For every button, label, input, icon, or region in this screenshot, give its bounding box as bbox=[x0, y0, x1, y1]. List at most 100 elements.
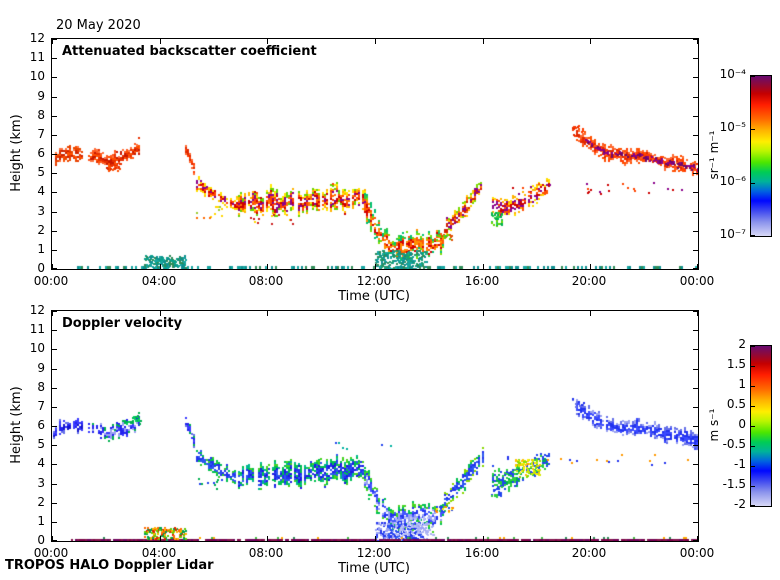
y-axis-tick bbox=[52, 388, 57, 389]
y-axis-tick bbox=[52, 77, 57, 78]
colorbar-tick-label: -1 bbox=[734, 457, 746, 471]
y-axis-tick bbox=[693, 231, 698, 232]
y-tick-label: 4 bbox=[37, 184, 45, 198]
colorbar-tick bbox=[751, 366, 755, 367]
y-axis-tick bbox=[693, 407, 698, 408]
y-axis-tick bbox=[693, 388, 698, 389]
y-axis-tick bbox=[693, 503, 698, 504]
y-tick-label: 10 bbox=[29, 69, 45, 83]
colorbar-tick bbox=[751, 129, 755, 130]
y-tick-label: 12 bbox=[29, 31, 45, 45]
y-axis-tick bbox=[693, 39, 698, 40]
y-axis-tick bbox=[52, 349, 57, 350]
y-axis-tick bbox=[693, 349, 698, 350]
x-tick-label: 20:00 bbox=[571, 546, 607, 560]
x-axis-tick bbox=[375, 39, 376, 44]
x-axis-tick bbox=[590, 264, 591, 269]
y-axis-tick bbox=[693, 464, 698, 465]
y-axis-tick bbox=[52, 503, 57, 504]
y-axis-tick bbox=[52, 311, 57, 312]
backscatter-panel: Attenuated backscatter coefficient bbox=[51, 38, 699, 270]
y-axis-tick bbox=[693, 192, 698, 193]
y-axis-tick bbox=[693, 311, 698, 312]
y-tick-label: 12 bbox=[29, 303, 45, 317]
y-tick-label: 9 bbox=[37, 361, 45, 375]
y-tick-label: 7 bbox=[37, 127, 45, 141]
y-axis-tick bbox=[52, 369, 57, 370]
y-tick-label: 9 bbox=[37, 89, 45, 103]
x-axis-tick bbox=[160, 39, 161, 44]
colorbar-tick bbox=[751, 426, 755, 427]
instrument-footer: TROPOS HALO Doppler Lidar bbox=[5, 558, 214, 573]
x-axis-tick bbox=[160, 311, 161, 316]
y-axis-tick bbox=[693, 445, 698, 446]
x-axis-tick bbox=[267, 311, 268, 316]
y-axis-tick bbox=[693, 268, 698, 269]
x-tick-label: 00:00 bbox=[679, 274, 715, 288]
y-tick-label: 3 bbox=[37, 204, 45, 218]
colorbar-tick-label: 0.5 bbox=[726, 397, 746, 411]
doppler-colorbar bbox=[750, 345, 772, 507]
x-axis-tick bbox=[160, 536, 161, 541]
y-axis-tick bbox=[693, 330, 698, 331]
doppler-x-axis-label: Time (UTC) bbox=[338, 561, 410, 576]
colorbar-tick-label: 2 bbox=[738, 337, 746, 351]
x-tick-label: 00:00 bbox=[33, 274, 69, 288]
x-axis-tick bbox=[52, 39, 53, 44]
y-axis-tick bbox=[52, 135, 57, 136]
y-axis-tick bbox=[693, 484, 698, 485]
colorbar-tick-label: 10⁻⁶ bbox=[719, 173, 746, 188]
colorbar-tick-label: -2 bbox=[734, 497, 746, 511]
y-tick-label: 1 bbox=[37, 514, 45, 528]
x-axis-tick bbox=[483, 311, 484, 316]
y-tick-label: 10 bbox=[29, 341, 45, 355]
y-axis-tick bbox=[52, 484, 57, 485]
x-axis-tick bbox=[375, 264, 376, 269]
y-tick-label: 1 bbox=[37, 242, 45, 256]
y-axis-tick bbox=[52, 212, 57, 213]
y-tick-label: 0 bbox=[37, 533, 45, 547]
y-axis-tick bbox=[693, 522, 698, 523]
y-axis-tick bbox=[52, 116, 57, 117]
x-axis-tick bbox=[697, 311, 698, 316]
colorbar-tick-label: 0 bbox=[738, 417, 746, 431]
y-axis-tick bbox=[52, 192, 57, 193]
x-tick-label: 12:00 bbox=[356, 546, 392, 560]
y-axis-tick bbox=[52, 39, 57, 40]
y-axis-tick bbox=[52, 97, 57, 98]
y-axis-tick bbox=[52, 445, 57, 446]
y-tick-label: 6 bbox=[37, 146, 45, 160]
y-axis-tick bbox=[52, 522, 57, 523]
x-tick-label: 20:00 bbox=[571, 274, 607, 288]
colorbar-tick-label: 10⁻⁴ bbox=[719, 67, 746, 81]
colorbar-tick bbox=[751, 76, 755, 77]
y-axis-tick bbox=[693, 212, 698, 213]
y-tick-label: 5 bbox=[37, 437, 45, 451]
x-tick-label: 04:00 bbox=[141, 274, 177, 288]
x-axis-tick bbox=[52, 264, 53, 269]
y-axis-tick bbox=[52, 426, 57, 427]
x-axis-tick bbox=[375, 536, 376, 541]
x-axis-tick bbox=[590, 39, 591, 44]
colorbar-tick bbox=[751, 346, 755, 347]
y-axis-tick bbox=[693, 540, 698, 541]
y-tick-label: 8 bbox=[37, 108, 45, 122]
x-axis-tick bbox=[590, 536, 591, 541]
y-axis-tick bbox=[693, 154, 698, 155]
y-axis-tick bbox=[52, 407, 57, 408]
colorbar-tick-label: 1 bbox=[738, 377, 746, 391]
x-tick-label: 08:00 bbox=[248, 546, 284, 560]
y-axis-tick bbox=[52, 58, 57, 59]
backscatter-panel-title: Attenuated backscatter coefficient bbox=[62, 44, 317, 59]
x-axis-tick bbox=[483, 39, 484, 44]
x-tick-label: 12:00 bbox=[356, 274, 392, 288]
y-axis-tick bbox=[52, 250, 57, 251]
backscatter-x-axis-label: Time (UTC) bbox=[338, 289, 410, 304]
y-axis-tick bbox=[693, 135, 698, 136]
colorbar-tick bbox=[751, 486, 755, 487]
x-tick-label: 16:00 bbox=[464, 274, 500, 288]
y-tick-label: 11 bbox=[29, 322, 45, 336]
doppler-panel: Doppler velocity bbox=[51, 310, 699, 542]
x-tick-label: 16:00 bbox=[464, 546, 500, 560]
doppler-heatmap bbox=[52, 311, 698, 541]
